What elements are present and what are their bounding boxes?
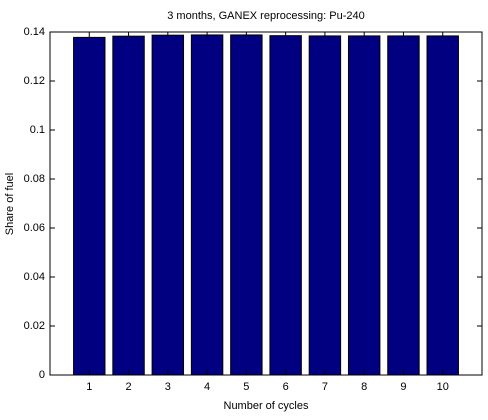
x-tick-label: 2	[125, 381, 131, 393]
x-tick-label: 5	[243, 381, 249, 393]
bar	[190, 34, 224, 376]
x-tick-label: 1	[86, 381, 92, 393]
chart-title: 3 months, GANEX reprocessing: Pu-240	[167, 10, 364, 22]
bar	[426, 35, 459, 376]
bar	[230, 34, 263, 376]
x-tick-label: 9	[400, 381, 406, 393]
y-tick-label: 0	[39, 369, 45, 381]
y-tick-label: 0.14	[24, 26, 45, 38]
x-tick-label: 6	[283, 381, 289, 393]
bar	[151, 34, 185, 376]
y-tick-label: 0.1	[30, 124, 45, 136]
x-tick-label: 3	[165, 381, 171, 393]
x-tick-label: 8	[361, 381, 367, 393]
bar	[73, 36, 106, 376]
bar	[308, 35, 342, 376]
bar	[112, 35, 145, 376]
y-tick-label: 0.12	[24, 75, 45, 87]
x-tick-label: 10	[437, 381, 449, 393]
y-tick-label: 0.06	[24, 222, 45, 234]
plot-frame	[49, 31, 483, 376]
x-tick-label: 7	[322, 381, 328, 393]
x-axis-label: Number of cycles	[224, 400, 309, 412]
y-tick-label: 0.04	[24, 271, 45, 283]
y-tick-label: 0.02	[24, 320, 45, 332]
y-tick-label: 0.08	[24, 173, 45, 185]
bar	[387, 35, 420, 376]
bar	[347, 35, 381, 376]
x-tick-label: 4	[204, 381, 210, 393]
y-axis-label: Share of fuel	[4, 173, 16, 235]
bar	[269, 35, 302, 376]
